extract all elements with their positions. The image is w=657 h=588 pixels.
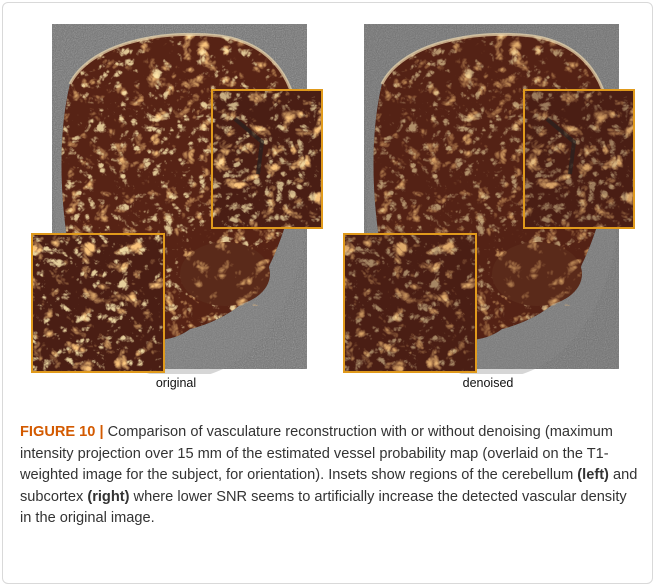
mri-image-original: [31, 24, 323, 374]
caption-text-1: Comparison of vasculature reconstruction…: [20, 424, 613, 483]
panel-label-original: original: [155, 376, 197, 390]
inset-cerebellum-denoised: [343, 233, 477, 373]
caption-text-2: and subcortex: [20, 467, 638, 505]
caption-text-3: where lower SNR seems to artificially in…: [20, 488, 627, 527]
mri-image-denoised: [343, 24, 635, 374]
panel-original: original: [30, 24, 325, 390]
panel-label-denoised: denoised: [462, 376, 514, 390]
figure-caption: FIGURE 10 | Comparison of vasculature re…: [20, 422, 640, 530]
caption-right: (right): [87, 488, 130, 505]
inset-subcortex-denoised: [523, 89, 635, 229]
figure-label: FIGURE 10 |: [20, 424, 104, 440]
caption-left: (left): [577, 467, 609, 483]
inset-cerebellum-original: [31, 233, 165, 373]
inset-subcortex-original: [211, 89, 323, 229]
panel-denoised: denoised: [342, 24, 637, 390]
